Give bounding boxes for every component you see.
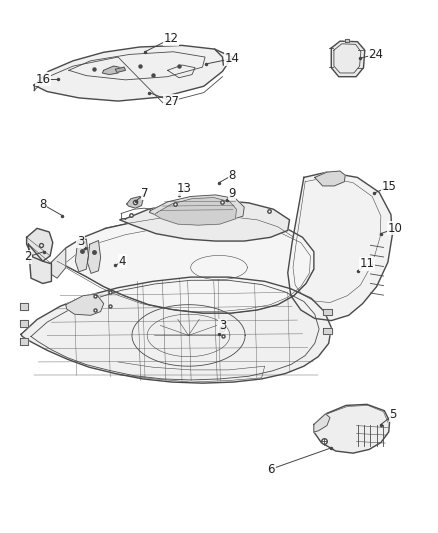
Text: 12: 12: [164, 32, 179, 45]
Text: 13: 13: [177, 182, 191, 195]
Polygon shape: [345, 38, 349, 42]
Polygon shape: [102, 66, 121, 75]
Polygon shape: [34, 45, 232, 101]
Text: 2: 2: [24, 251, 31, 263]
Polygon shape: [20, 303, 28, 310]
Polygon shape: [331, 41, 365, 77]
Polygon shape: [27, 228, 53, 261]
Polygon shape: [21, 277, 331, 383]
Text: 15: 15: [381, 181, 396, 193]
Polygon shape: [75, 239, 88, 272]
Polygon shape: [20, 337, 28, 345]
Text: 16: 16: [35, 73, 50, 86]
Polygon shape: [314, 414, 330, 432]
Text: 9: 9: [228, 187, 236, 200]
Text: 5: 5: [389, 408, 397, 422]
Text: 24: 24: [368, 48, 383, 61]
Text: 3: 3: [219, 319, 226, 333]
Text: 27: 27: [164, 94, 179, 108]
Polygon shape: [66, 294, 104, 316]
Text: 7: 7: [141, 187, 149, 200]
Polygon shape: [322, 309, 332, 316]
Text: 11: 11: [360, 257, 374, 270]
Polygon shape: [155, 198, 237, 225]
Polygon shape: [127, 197, 143, 208]
Text: 4: 4: [119, 255, 126, 268]
Polygon shape: [149, 195, 244, 223]
Polygon shape: [314, 405, 390, 453]
Text: 6: 6: [268, 463, 275, 475]
Polygon shape: [120, 200, 290, 241]
Polygon shape: [315, 171, 345, 186]
Polygon shape: [322, 328, 332, 334]
Text: 3: 3: [77, 235, 84, 247]
Polygon shape: [28, 244, 51, 284]
Text: 8: 8: [39, 198, 46, 211]
Polygon shape: [288, 172, 392, 320]
Polygon shape: [116, 67, 125, 72]
Polygon shape: [88, 240, 101, 273]
Polygon shape: [51, 248, 66, 278]
Polygon shape: [51, 216, 314, 313]
Polygon shape: [20, 320, 28, 327]
Text: 14: 14: [225, 52, 240, 65]
Text: 8: 8: [228, 169, 236, 182]
Text: 10: 10: [388, 222, 403, 235]
